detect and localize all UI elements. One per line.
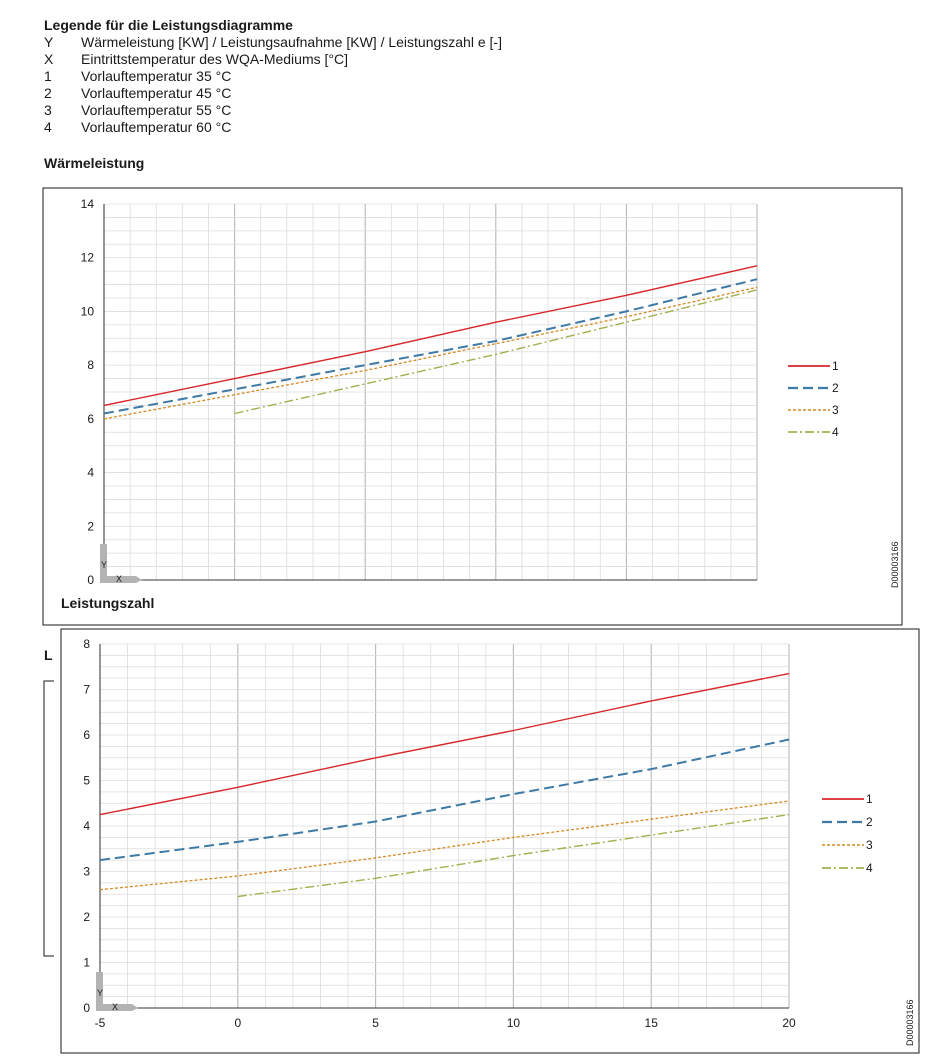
document-code: D00003166 (890, 541, 900, 588)
legend-key: 2 (44, 85, 52, 101)
axis-marker-shape (100, 544, 142, 583)
y-tick-label: 6 (83, 728, 90, 742)
y-tick-label: 5 (83, 774, 90, 788)
series-line-1 (103, 265, 758, 407)
x-tick-label: 5 (372, 1016, 379, 1030)
heading-hidden-fragment: L (44, 647, 53, 663)
legend-key: 1 (44, 68, 52, 84)
y-tick-label: 1 (83, 956, 90, 970)
series-line-2 (99, 738, 790, 862)
legend-label: 3 (832, 403, 839, 417)
axis-marker-y: Y (97, 988, 103, 998)
legend-label: 4 (832, 425, 839, 439)
y-tick-label: 0 (83, 1001, 90, 1015)
legend-label: 1 (832, 359, 839, 373)
series-line-1 (99, 672, 790, 816)
series-line-3 (103, 286, 758, 420)
legend-label: 4 (866, 861, 873, 875)
legend-row-1: 1 Vorlauftemperatur 35 °C (44, 68, 231, 84)
legend-key: Y (44, 34, 54, 50)
x-tick-label: 10 (507, 1016, 521, 1030)
heading-heat: Wärmeleistung (44, 155, 145, 171)
axis-marker-y: Y (101, 560, 107, 570)
legend-text: Vorlauftemperatur 55 °C (81, 102, 232, 118)
legend-text: Vorlauftemperatur 45 °C (81, 85, 232, 101)
legend-text: Eintrittstemperatur des WQA-Mediums [°C] (81, 51, 348, 67)
y-tick-label: 2 (83, 910, 90, 924)
y-tick-label: 12 (81, 251, 95, 265)
y-tick-label: 7 (83, 683, 90, 697)
legend-row-x: X Eintrittstemperatur des WQA-Mediums [°C… (44, 51, 348, 67)
legend-label: 2 (866, 815, 873, 829)
x-tick-label: 0 (234, 1016, 241, 1030)
legend-text: Vorlauftemperatur 35 °C (81, 68, 232, 84)
heading-cop: Leistungszahl (61, 595, 155, 611)
y-tick-label: 14 (81, 197, 95, 211)
y-tick-label: 10 (81, 304, 95, 318)
legend-row-4: 4 Vorlauftemperatur 60 °C (44, 119, 231, 135)
series-line-4 (234, 289, 758, 415)
axis-marker: YX (100, 544, 142, 584)
y-tick-label: 6 (87, 412, 94, 426)
legend-text: Wärmeleistung [KW] / Leistungsaufnahme [… (81, 34, 502, 50)
legend-label: 2 (832, 381, 839, 395)
legend-row-2: 2 Vorlauftemperatur 45 °C (44, 85, 231, 101)
chart-frame-heat (42, 187, 903, 626)
y-tick-label: 8 (83, 637, 90, 651)
y-tick-label: 4 (83, 819, 90, 833)
grid (99, 643, 790, 1009)
axis-marker: YX (96, 972, 138, 1012)
underlying-frame-fragment (43, 680, 54, 957)
series-line-3 (99, 800, 790, 891)
y-tick-label: 0 (87, 573, 94, 587)
axis-marker-x: X (116, 574, 122, 584)
legend-label: 3 (866, 838, 873, 852)
legend-key: 3 (44, 102, 52, 118)
y-tick-label: 8 (87, 358, 94, 372)
y-tick-label: 2 (87, 519, 94, 533)
legend-title: Legende für die Leistungsdiagramme (44, 17, 293, 33)
series-line-4 (237, 813, 790, 898)
x-tick-label: 20 (782, 1016, 796, 1030)
x-tick-label: -5 (95, 1016, 106, 1030)
axis-marker-x: X (112, 1002, 118, 1012)
chart-frame-cop (60, 628, 920, 1054)
document-code: D00003166 (905, 999, 915, 1046)
legend-label: 1 (866, 792, 873, 806)
legend-key: X (44, 51, 54, 67)
series-line-2 (103, 278, 758, 415)
y-tick-label: 3 (83, 865, 90, 879)
axis-marker-shape (96, 972, 138, 1011)
legend-text: Vorlauftemperatur 60 °C (81, 119, 232, 135)
legend-row-3: 3 Vorlauftemperatur 55 °C (44, 102, 231, 118)
x-tick-label: 15 (645, 1016, 659, 1030)
y-tick-label: 4 (87, 466, 94, 480)
legend-row-y: Y Wärmeleistung [KW] / Leistungsaufnahme … (44, 34, 502, 50)
legend-key: 4 (44, 119, 52, 135)
